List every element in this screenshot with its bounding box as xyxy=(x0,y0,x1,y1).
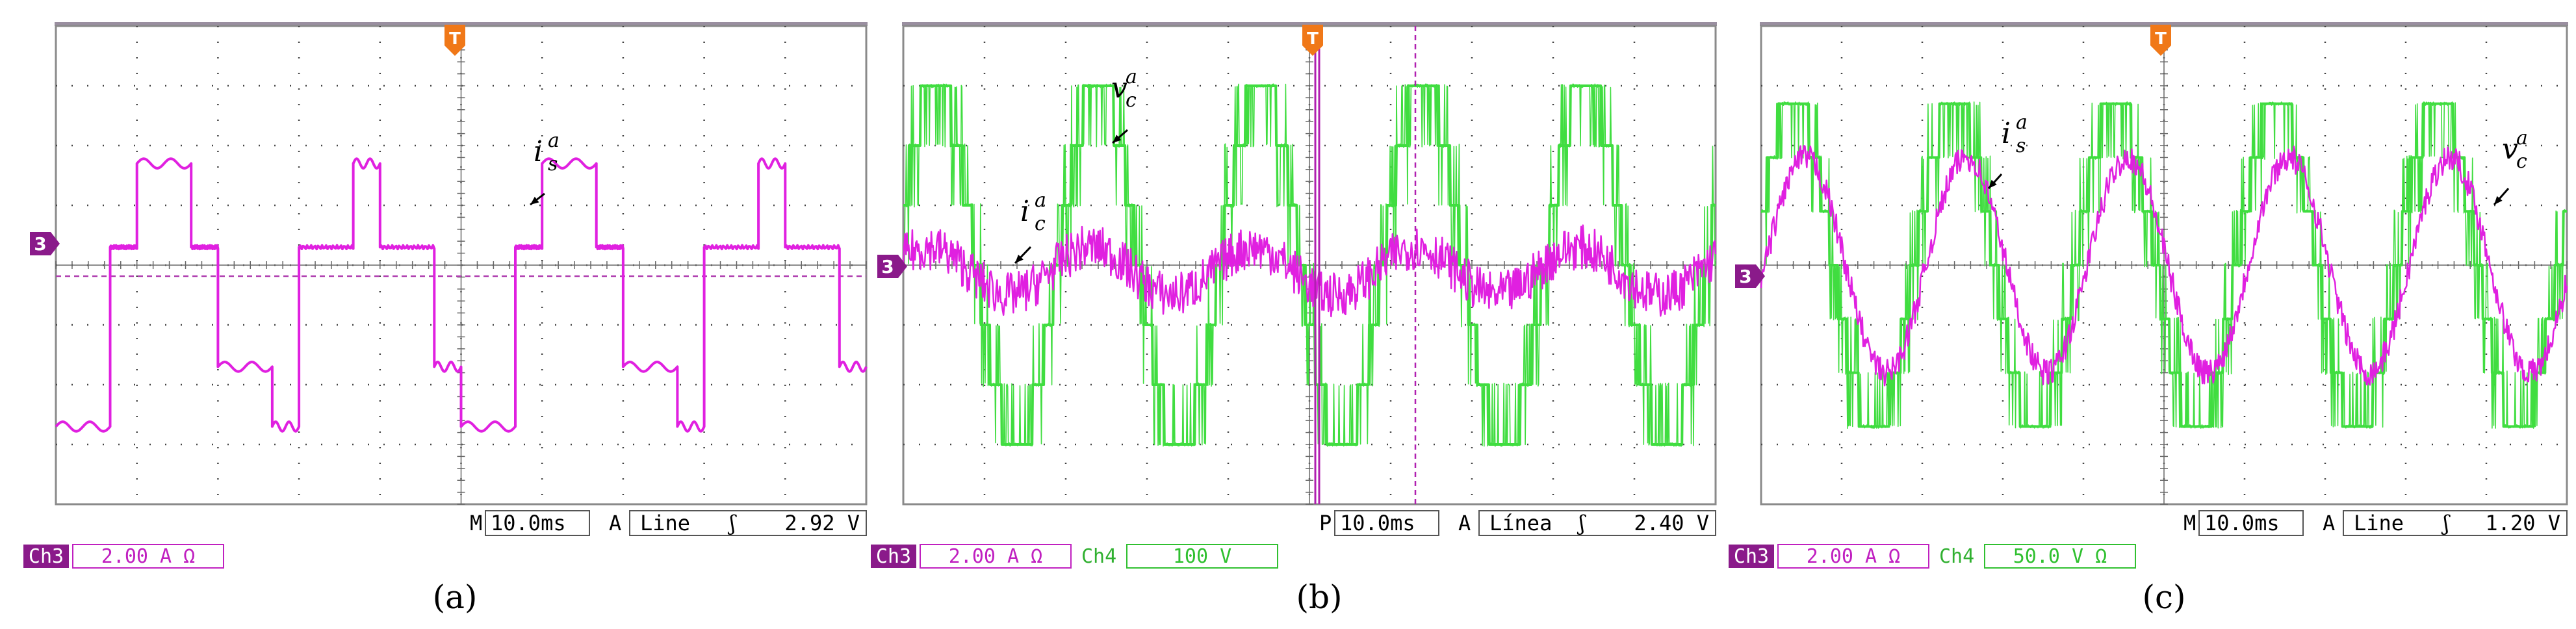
channel-scale-ch3: 2.00 A Ω xyxy=(101,545,196,568)
timebase-value: 10.0ms xyxy=(491,511,566,535)
current-trace-ic xyxy=(902,224,1717,318)
scope-top-bar xyxy=(1760,22,2568,26)
channel-3-marker xyxy=(877,255,907,278)
channel-ch3-tag xyxy=(23,545,69,568)
annotation-vc-superscript: a xyxy=(1126,66,1137,88)
trigger-source: Línea xyxy=(1489,511,1552,535)
annotation-is-superscript: a xyxy=(548,129,560,152)
channel-scale-ch3: 2.00 A Ω xyxy=(1807,545,1901,568)
channel-scale-ch4: 100 V xyxy=(1173,545,1231,568)
trigger-label: A xyxy=(609,511,621,535)
trigger-level: 1.20 V xyxy=(2485,511,2560,535)
annotation-vc-superscript: a xyxy=(2516,127,2528,149)
panel-caption: (c) xyxy=(2142,578,2185,616)
timebase-label: M xyxy=(470,511,482,535)
scope-top-bar xyxy=(902,22,1717,26)
channel-scale-box-ch4 xyxy=(1984,544,2136,569)
annotation-is-symbol: i xyxy=(534,135,543,168)
voltage-trace-vc-envelope xyxy=(902,84,1717,446)
timebase-label: P xyxy=(1319,511,1332,535)
annotation-is-subscript: s xyxy=(2016,135,2026,157)
trigger-marker-label: T xyxy=(2155,29,2167,49)
trigger-source: Line xyxy=(640,511,690,535)
trigger-source: Line xyxy=(2354,511,2404,535)
annotation-is-arrowhead xyxy=(1989,179,1997,188)
channel-ch3-tag xyxy=(1729,545,1774,568)
channel-3-marker-label: 3 xyxy=(34,233,46,255)
panel-caption: (b) xyxy=(1296,578,1342,616)
trigger-slope: ʃ xyxy=(727,511,737,535)
timebase-value: 10.0ms xyxy=(2204,511,2280,535)
channel-scale-ch3: 2.00 A Ω xyxy=(949,545,1043,568)
annotation-vc-arrowhead xyxy=(1113,135,1122,143)
annotation-vc-subscript: c xyxy=(2516,150,2527,173)
annotation-ic-symbol: i xyxy=(1020,195,1029,228)
channel-3-marker-label: 3 xyxy=(1739,266,1751,287)
annotation-ic-superscript: a xyxy=(1035,189,1046,212)
voltage-trace-vc xyxy=(903,83,1716,447)
annotation-is-superscript: a xyxy=(2016,111,2028,134)
current-trace-is xyxy=(1760,145,2568,387)
annotation-ic-subscript: c xyxy=(1035,212,1046,235)
panel-caption: (a) xyxy=(433,578,478,616)
trigger-box xyxy=(629,510,867,536)
trigger-marker xyxy=(1302,25,1323,56)
channel-scale-box-ch3 xyxy=(72,544,224,569)
annotation-vc-symbol: v xyxy=(1111,71,1127,105)
trigger-marker xyxy=(2150,25,2171,56)
trigger-marker-label: T xyxy=(1307,29,1319,49)
annotation-vc-subscript: c xyxy=(1126,89,1137,112)
annotation-is-symbol: i xyxy=(2002,117,2011,150)
trigger-marker-label: T xyxy=(449,29,461,49)
channel-ch3-tag xyxy=(871,545,916,568)
timebase-box xyxy=(1334,510,1439,536)
trigger-box xyxy=(1478,510,1716,536)
trigger-level: 2.92 V xyxy=(784,511,860,535)
channel-name-ch3: Ch3 xyxy=(1734,545,1769,568)
annotation-vc-arrowhead xyxy=(2494,196,2503,205)
trigger-label: A xyxy=(1458,511,1471,535)
channel-scale-ch4: 50.0 V Ω xyxy=(2013,545,2107,568)
channel-3-marker xyxy=(30,232,60,255)
channel-3-marker xyxy=(1735,264,1765,288)
annotation-is-arrowhead xyxy=(530,196,539,205)
channel-name-ch4: Ch4 xyxy=(1081,545,1116,568)
annotation-vc-symbol: v xyxy=(2502,133,2518,166)
timebase-box xyxy=(2198,510,2304,536)
timebase-label: M xyxy=(2183,511,2196,535)
timebase-box xyxy=(485,510,590,536)
channel-3-marker-label: 3 xyxy=(881,256,894,277)
trigger-level: 2.40 V xyxy=(1634,511,1709,535)
channel-name-ch4: Ch4 xyxy=(1939,545,1974,568)
trigger-label: A xyxy=(2323,511,2335,535)
current-trace-is xyxy=(55,157,868,433)
channel-name-ch3: Ch3 xyxy=(29,545,64,568)
trigger-box xyxy=(2343,510,2568,536)
channel-name-ch3: Ch3 xyxy=(876,545,911,568)
channel-scale-box-ch3 xyxy=(1777,544,1929,569)
annotation-ic-arrowhead xyxy=(1015,254,1024,263)
trigger-slope: ʃ xyxy=(1577,511,1586,535)
scope-panel-a: i as 3 T M 10.0ms A Line ʃ 2.92 V Ch3 2.00 A Ω (a) xyxy=(23,22,868,616)
channel-scale-box-ch4 xyxy=(1126,544,1278,569)
scope-top-bar xyxy=(55,22,868,26)
annotation-is-subscript: s xyxy=(548,153,558,175)
channel-scale-box-ch3 xyxy=(920,544,1072,569)
trigger-slope: ʃ xyxy=(2441,511,2451,535)
timebase-value: 10.0ms xyxy=(1340,511,1415,535)
trigger-marker xyxy=(444,25,465,56)
